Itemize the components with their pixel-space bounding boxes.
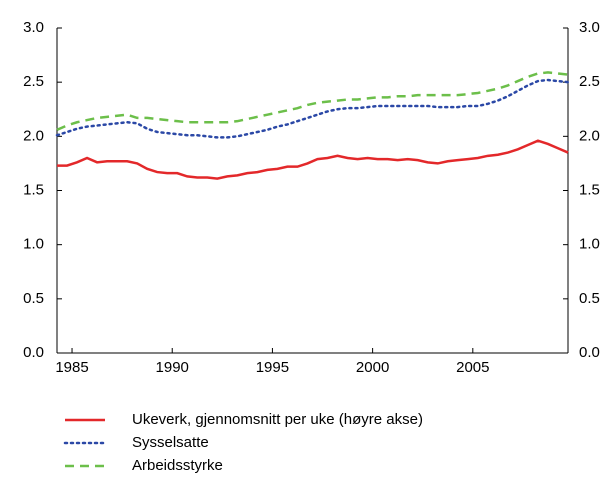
y-tick-label: 3.0 xyxy=(23,19,44,36)
y-tick-label: 2.0 xyxy=(23,127,44,144)
y2-tick-label: 0.5 xyxy=(579,290,600,307)
x-tick-label: 1985 xyxy=(55,359,88,376)
x-tick-label: 2005 xyxy=(456,359,489,376)
y2-tick-label: 1.0 xyxy=(579,236,600,253)
series-line xyxy=(57,139,569,180)
y2-tick-label: 2.0 xyxy=(579,127,600,144)
y-tick-label: 0.5 xyxy=(23,290,44,307)
x-tick-label: 2000 xyxy=(356,359,389,376)
y2-tick-label: 0.0 xyxy=(579,344,600,361)
y-tick-label: 0.0 xyxy=(23,344,44,361)
series-line xyxy=(55,78,570,139)
series-line xyxy=(56,71,569,131)
legend-label: Arbeidsstyrke xyxy=(132,457,223,474)
y2-tick-label: 2.5 xyxy=(579,73,600,90)
legend-label: Ukeverk, gjennomsnitt per uke (høyre aks… xyxy=(132,411,423,428)
x-tick-label: 1995 xyxy=(256,359,289,376)
x-tick-label: 1990 xyxy=(156,359,189,376)
legend-label: Sysselsatte xyxy=(132,434,209,451)
y2-tick-label: 1.5 xyxy=(579,181,600,198)
y2-tick-label: 3.0 xyxy=(579,19,600,36)
y-tick-label: 2.5 xyxy=(23,73,44,90)
y-tick-label: 1.5 xyxy=(23,181,44,198)
y-tick-label: 1.0 xyxy=(23,236,44,253)
